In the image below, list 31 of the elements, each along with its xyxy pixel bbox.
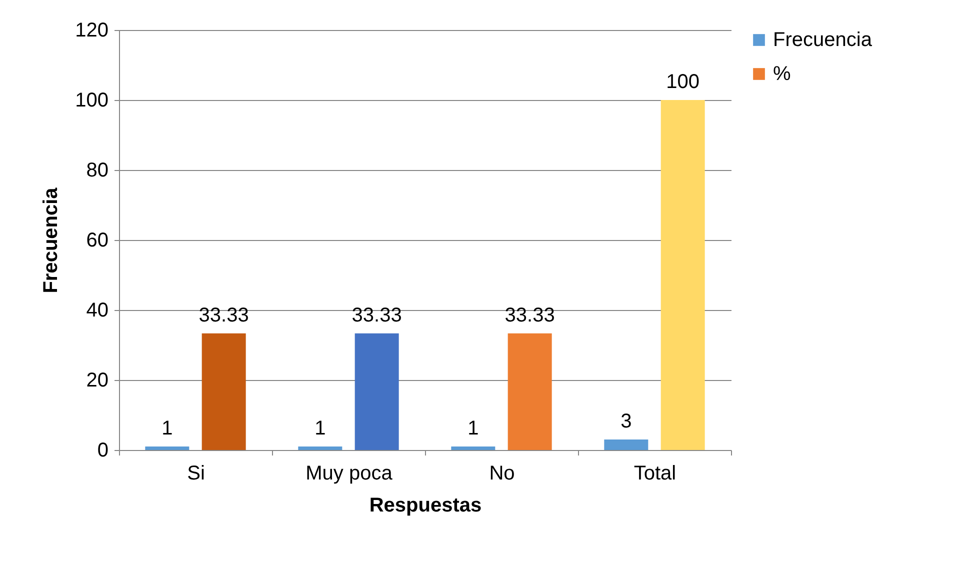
- data-label: 33.33: [504, 304, 555, 326]
- y-axis-title: Frecuencia: [40, 186, 62, 294]
- bar: [604, 440, 648, 450]
- data-label: 3: [620, 410, 632, 432]
- x-axis-title: Respuestas: [369, 494, 482, 516]
- x-tick-label: No: [489, 462, 515, 484]
- data-label: 100: [666, 71, 700, 93]
- bar: [145, 446, 190, 450]
- x-tick-label: Muy poca: [306, 462, 394, 484]
- bar: [202, 333, 246, 450]
- bar: [451, 446, 496, 450]
- bar: [508, 333, 552, 450]
- data-label: 1: [314, 418, 326, 440]
- x-tick-label: Total: [634, 462, 676, 484]
- legend-label: Frecuencia: [773, 29, 873, 51]
- y-tick-label: 0: [97, 440, 108, 462]
- bar: [298, 446, 342, 450]
- data-label: 1: [162, 418, 173, 440]
- data-label: 1: [468, 418, 479, 440]
- y-tick-label: 120: [75, 20, 108, 42]
- y-tick-label: 40: [86, 300, 108, 322]
- legend-label: %: [773, 63, 791, 85]
- y-tick-label: 100: [75, 90, 108, 112]
- data-label: 33.33: [198, 304, 249, 326]
- bar: [660, 100, 705, 450]
- data-label: 33.33: [352, 304, 402, 326]
- y-tick-label: 80: [86, 160, 108, 182]
- y-tick-label: 20: [86, 370, 108, 392]
- x-tick-label: Si: [187, 462, 205, 484]
- y-tick-label: 60: [86, 230, 108, 252]
- bar: [354, 333, 399, 450]
